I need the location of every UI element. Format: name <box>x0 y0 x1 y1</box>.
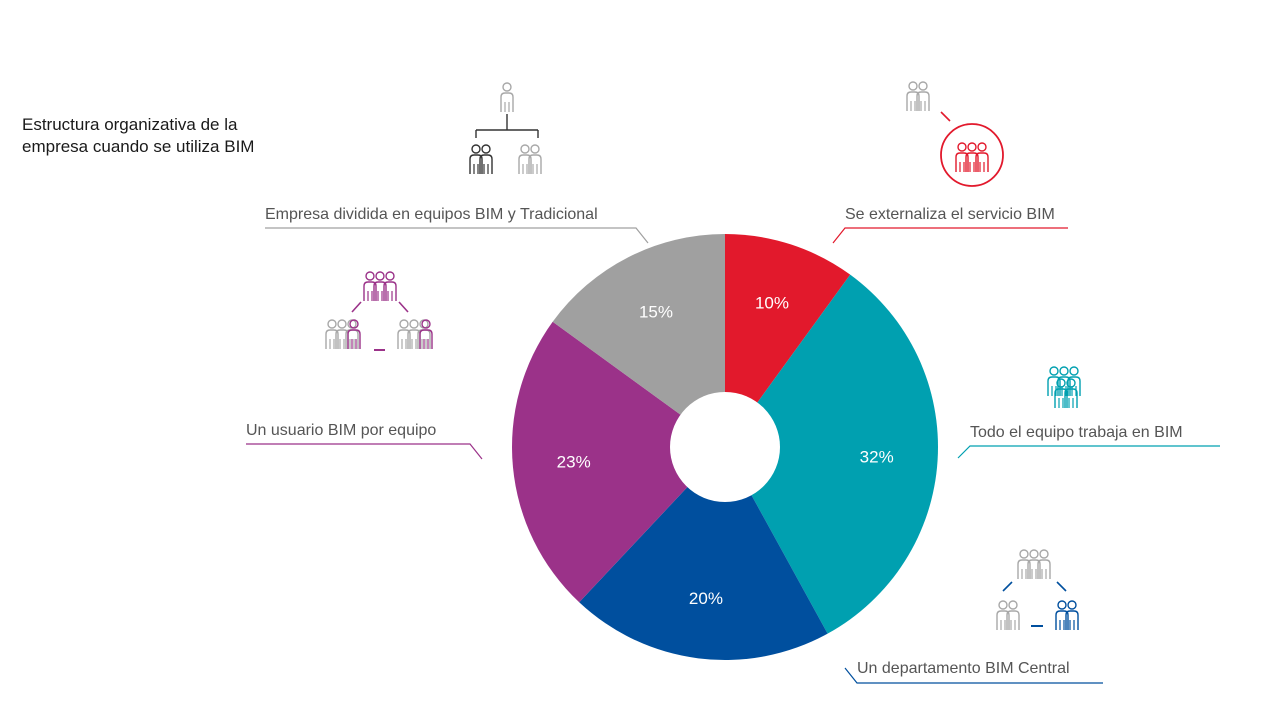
category-label-split-teams: Empresa dividida en equipos BIM y Tradic… <box>265 206 598 223</box>
leader-line-gray <box>265 227 649 244</box>
category-label-central-department: Un departamento BIM Central <box>857 660 1070 677</box>
slice-central-department <box>579 447 828 661</box>
leader-line-teal <box>957 445 1220 459</box>
donut-hole <box>670 392 780 502</box>
leader-line-red <box>832 227 1068 244</box>
value-label-user-per-team: 23% <box>557 452 591 471</box>
leader-lines <box>246 227 1220 684</box>
value-label-split-teams: 15% <box>639 303 673 322</box>
value-label-whole-team: 32% <box>860 448 894 467</box>
category-label-outsourced: Se externaliza el servicio BIM <box>845 206 1055 223</box>
leader-line-purple <box>246 443 483 460</box>
central-department-icon <box>997 550 1078 630</box>
slice-user-per-team <box>511 321 725 603</box>
slice-outsourced <box>725 234 851 447</box>
split-teams-icon <box>470 82 541 174</box>
chart-title: Estructura organizativa de la empresa cu… <box>22 115 255 156</box>
leader-line-blue <box>844 667 1103 684</box>
slice-whole-team <box>725 274 938 634</box>
value-label-central-department: 20% <box>689 589 723 608</box>
user-per-team-icon <box>326 272 433 351</box>
category-label-whole-team: Todo el equipo trabaja en BIM <box>970 424 1183 441</box>
slice-split-teams <box>552 234 725 447</box>
outsourced-team-icon <box>907 82 1004 187</box>
category-label-user-per-team: Un usuario BIM por equipo <box>246 422 436 439</box>
whole-team-icon <box>1048 367 1080 408</box>
value-label-outsourced: 10% <box>755 293 789 312</box>
